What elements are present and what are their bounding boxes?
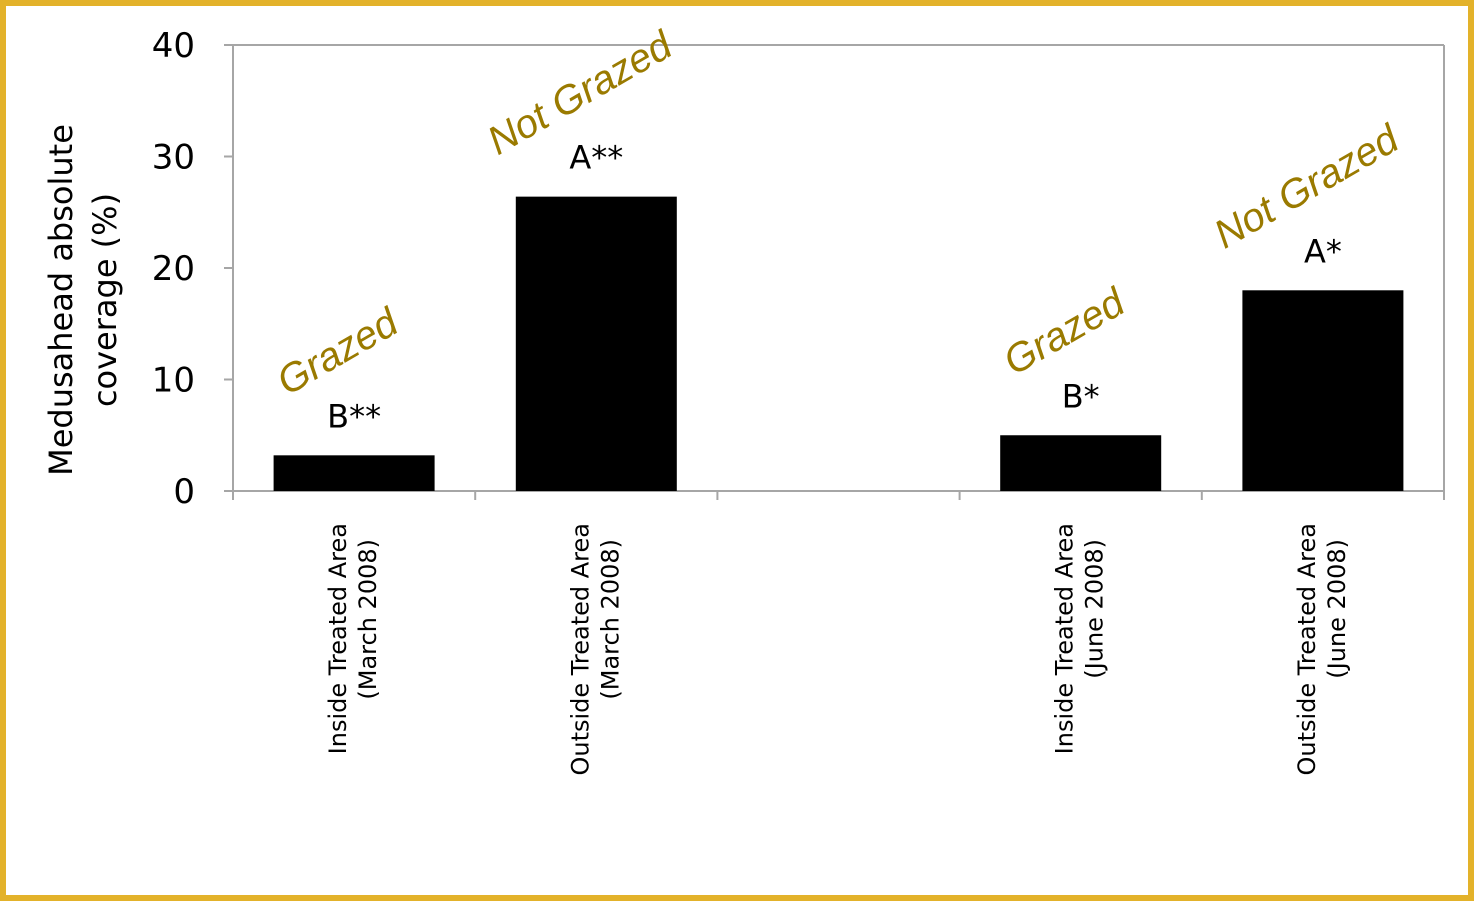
- y-axis-title: Medusahead absolute coverage (%): [42, 124, 124, 476]
- annotation-label: Grazed: [270, 299, 407, 404]
- x-category-line-2: (June 2008): [1323, 539, 1351, 679]
- y-tick-label: 30: [152, 138, 195, 178]
- data-label: A**: [569, 139, 623, 177]
- data-label: A*: [1304, 232, 1342, 270]
- bar: [1242, 290, 1404, 491]
- x-category-line-1: Outside Treated Area: [566, 523, 594, 776]
- x-category-line-2: (March 2008): [354, 539, 382, 700]
- data-label: B**: [327, 397, 381, 435]
- x-category-label: Inside Treated Area (June 2008): [1051, 523, 1109, 754]
- y-title-line-1: Medusahead absolute: [42, 124, 80, 476]
- y-title-group: Medusahead absolute coverage (%): [42, 124, 124, 476]
- y-title-line-2: coverage (%): [86, 193, 124, 407]
- data-label: B*: [1062, 377, 1100, 415]
- x-category-line-1: Inside Treated Area: [324, 523, 352, 754]
- bar: [515, 196, 677, 491]
- bars: [273, 196, 1404, 491]
- y-tick-label: 40: [152, 26, 195, 66]
- bar: [273, 455, 435, 491]
- y-tick-label: 0: [173, 472, 195, 512]
- axes: [224, 44, 1445, 500]
- x-category-label: Inside Treated Area (March 2008): [324, 523, 382, 754]
- y-tick-label: 10: [152, 361, 195, 401]
- x-category-label: Outside Treated Area (March 2008): [566, 523, 624, 776]
- x-category-line-1: Outside Treated Area: [1293, 523, 1321, 776]
- annotation-label: Grazed: [996, 279, 1133, 384]
- x-category-label: Outside Treated Area (June 2008): [1293, 523, 1351, 776]
- x-category-line-1: Inside Treated Area: [1051, 523, 1079, 754]
- x-category-line-2: (June 2008): [1081, 539, 1109, 679]
- x-category-line-2: (March 2008): [596, 539, 624, 700]
- y-tick-label: 20: [152, 249, 195, 289]
- bar: [1000, 435, 1162, 491]
